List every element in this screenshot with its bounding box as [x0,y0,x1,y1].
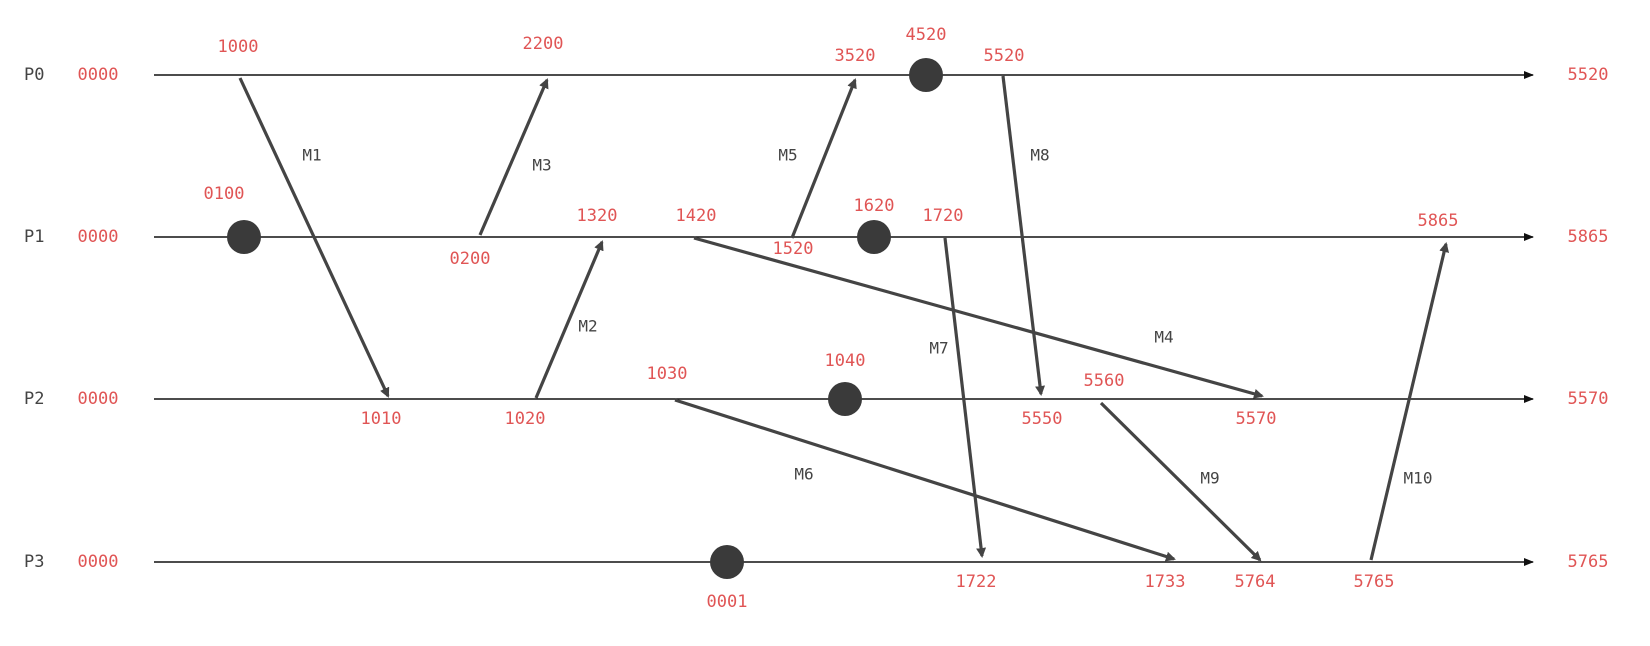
send-clock-m7: 1720 [923,206,964,226]
send-clock-m10: 5765 [1354,572,1395,592]
message-arrow-m8 [1001,75,1046,396]
start-clock-p2: 0000 [78,389,119,409]
recv-clock-m3: 2200 [523,34,564,54]
message-arrow-m9 [1099,401,1262,562]
recv-clock-m2: 1320 [577,206,618,226]
end-clock-p0: 5520 [1568,65,1609,85]
internal-event-dot [710,545,744,579]
internal-event-dot [909,58,943,92]
labels: P0 0000 5520 P1 0000 5865 P2 0000 5570 P3 0000 5765… [24,25,1608,612]
recv-clock-m7: 1722 [956,572,997,592]
recv-clock-m10: 5865 [1418,211,1459,231]
internal-event-clock: 1620 [854,196,895,216]
send-clock-m6: 1030 [647,364,688,384]
recv-clock-m5: 3520 [835,46,876,66]
message-label-m6: M6 [794,465,813,484]
message-label-m4: M4 [1154,328,1173,347]
internal-event-clock: 0001 [707,592,748,612]
end-clock-p1: 5865 [1568,227,1609,247]
send-clock-m8: 5520 [984,46,1025,66]
message-arrow-m1 [238,77,390,398]
recv-clock-m6: 1733 [1145,572,1186,592]
message-arrow-m5 [790,78,857,239]
message-label-m3: M3 [532,156,551,175]
process-label-p2: P2 [24,389,44,409]
message-arrow-m3 [478,78,549,236]
message-label-m9: M9 [1200,469,1219,488]
internal-event-clock: 4520 [906,25,947,45]
process-label-p3: P3 [24,552,44,572]
internal-events [227,58,943,579]
process-timelines [154,71,1534,566]
end-clock-p3: 5765 [1568,552,1609,572]
message-label-m1: M1 [302,146,321,165]
message-arrow-m7 [943,237,987,558]
recv-clock-m9: 5764 [1235,572,1276,592]
message-arrow-m4 [693,236,1264,399]
start-clock-p3: 0000 [78,552,119,572]
internal-event-clock: 1040 [825,351,866,371]
message-label-m7: M7 [929,339,948,358]
message-label-m8: M8 [1030,146,1049,165]
send-clock-m4: 1420 [676,206,717,226]
end-clock-p2: 5570 [1568,389,1609,409]
message-arrow-m6 [674,398,1176,562]
message-label-m10: M10 [1404,469,1433,488]
message-label-m2: M2 [578,317,597,336]
process-label-p0: P0 [24,65,44,85]
message-arrow-m10 [1369,242,1450,561]
recv-clock-m8: 5550 [1022,409,1063,429]
start-clock-p1: 0000 [78,227,119,247]
internal-event-clock: 0100 [204,184,245,204]
recv-clock-m4: 5570 [1236,409,1277,429]
process-label-p1: P1 [24,227,44,247]
send-clock-m2: 1020 [505,409,546,429]
start-clock-p0: 0000 [78,65,119,85]
internal-event-dot [227,220,261,254]
internal-event-dot [828,382,862,416]
internal-event-dot [857,220,891,254]
message-label-m5: M5 [778,146,797,165]
send-clock-m1: 1000 [218,37,259,57]
send-clock-m3: 0200 [450,249,491,269]
recv-clock-m1: 1010 [361,409,402,429]
message-arrows [238,75,1450,562]
message-arrow-m2 [534,240,604,399]
send-clock-m9: 5560 [1084,371,1125,391]
send-clock-m5: 1520 [773,239,814,259]
